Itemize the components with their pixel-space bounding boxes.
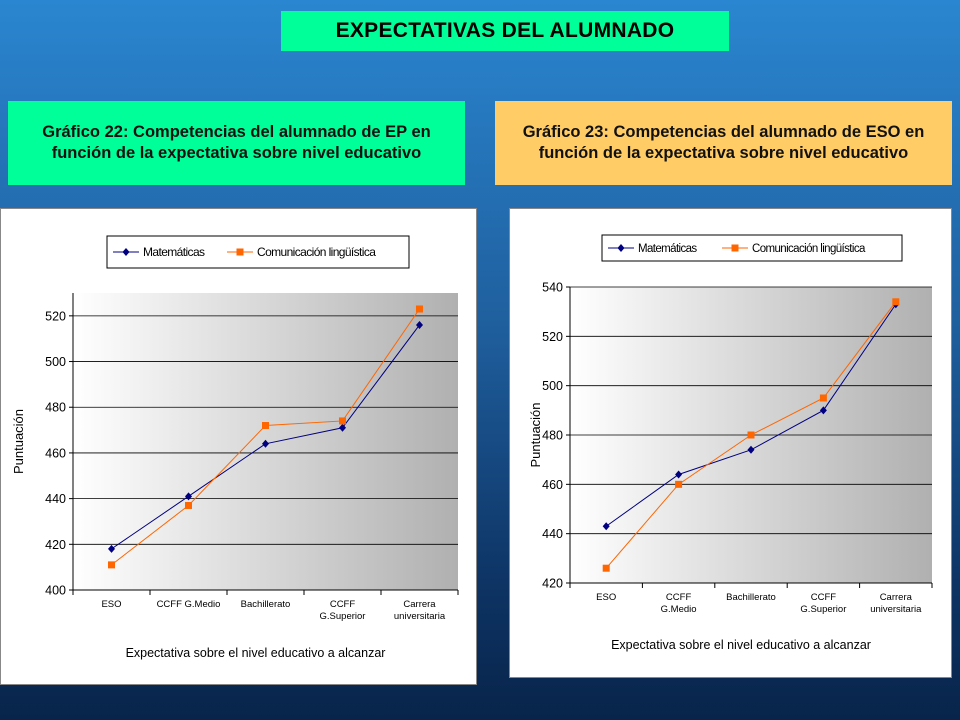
y-tick-label: 500	[542, 379, 563, 393]
x-tick-label-line: CCFF	[811, 592, 837, 603]
x-tick-label-line: universitaria	[394, 611, 446, 622]
page-title: EXPECTATIVAS DEL ALUMNADO	[281, 11, 729, 51]
point-matematicas	[339, 423, 346, 432]
x-tick-label-line: Carrera	[880, 592, 913, 603]
x-tick-label: Bachillerato	[726, 592, 776, 603]
point-matematicas	[675, 470, 683, 479]
legend	[106, 235, 410, 269]
x-tick-label-line: CCFF	[330, 599, 356, 610]
legend-marker	[731, 244, 739, 252]
y-tick-label: 500	[45, 355, 66, 369]
x-tick-label: CCFF G.Superior	[800, 592, 846, 615]
point-comunicacion	[747, 431, 755, 439]
chart-22: 400 420 440 460 480 500 520 ESO CCFF G.Medio Bach…	[11, 235, 459, 660]
x-axis-title: Expectativa sobre el nivel educativo a a…	[126, 646, 386, 660]
x-tick-label-line: ESO	[596, 592, 616, 603]
legend-marker	[122, 248, 130, 256]
chart-22-panel: 400 420 440 460 480 500 520 ESO CCFF G.Medio Bach…	[0, 208, 477, 685]
x-tick-label-line: CCFF G.Medio	[157, 599, 221, 610]
point-comunicacion	[185, 501, 192, 509]
point-matematicas	[747, 445, 755, 454]
y-tick-label: 460	[542, 478, 563, 492]
y-tick-label: 420	[45, 538, 66, 552]
point-matematicas	[262, 439, 269, 448]
legend-marker	[236, 248, 244, 256]
point-matematicas	[819, 406, 827, 415]
x-tick-label: CCFF G.Medio	[157, 599, 221, 610]
x-tick-label: ESO	[596, 592, 616, 603]
x-tick-label-line: Carrera	[403, 599, 436, 610]
chart-22-caption: Gráfico 22: Competencias del alumnado de…	[8, 101, 465, 185]
x-tick-label: Carrera universitaria	[394, 599, 446, 622]
x-tick-label-line: G.Superior	[800, 604, 846, 615]
point-comunicacion	[675, 480, 683, 488]
x-tick-label: ESO	[101, 599, 121, 610]
point-comunicacion	[892, 298, 900, 306]
x-tick-label-line: G.Superior	[320, 611, 366, 622]
legend-marker	[617, 244, 625, 252]
legend-label: Matemáticas	[638, 243, 697, 255]
x-tick-label-line: Bachillerato	[241, 599, 291, 610]
point-matematicas	[108, 544, 115, 553]
point-comunicacion	[602, 564, 610, 572]
y-tick-label: 420	[542, 577, 563, 591]
x-tick-label: Carrera universitaria	[870, 592, 922, 615]
x-tick-label: CCFF G.Superior	[320, 599, 366, 622]
y-tick-label: 520	[45, 309, 66, 323]
x-tick-label: CCFF G.Medio	[661, 592, 697, 615]
point-matematicas	[185, 492, 192, 501]
y-axis-title: Puntuación	[11, 409, 26, 474]
point-comunicacion	[819, 394, 827, 402]
x-tick-label-line: ESO	[101, 599, 121, 610]
point-comunicacion	[339, 417, 346, 425]
x-tick-label-line: CCFF	[666, 592, 692, 603]
y-tick-label: 440	[542, 527, 563, 541]
x-tick-label-line: universitaria	[870, 604, 922, 615]
y-axis-title: Puntuación	[528, 402, 543, 467]
legend	[601, 234, 903, 262]
y-tick-label: 440	[45, 492, 66, 506]
legend-label: Comunicación lingüística	[257, 245, 376, 259]
chart-23-caption: Gráfico 23: Competencias del alumnado de…	[495, 101, 952, 185]
x-axis-title: Expectativa sobre el nivel educativo a a…	[611, 638, 871, 652]
y-tick-label: 460	[45, 446, 66, 460]
y-tick-label: 480	[45, 401, 66, 415]
x-tick-label: Bachillerato	[241, 599, 291, 610]
point-comunicacion	[108, 561, 115, 569]
point-matematicas	[416, 320, 423, 329]
point-comunicacion	[416, 305, 423, 313]
x-tick-label-line: Bachillerato	[726, 592, 776, 603]
legend-label: Matemáticas	[143, 245, 205, 259]
legend-label: Comunicación lingüística	[752, 243, 866, 255]
chart-23-panel: 420 440 460 480 500 520 540 ESO CCFF G.Medio Bachi…	[509, 208, 952, 678]
y-tick-label: 520	[542, 330, 563, 344]
point-comunicacion	[262, 422, 269, 430]
x-tick-label-line: G.Medio	[661, 604, 697, 615]
point-matematicas	[602, 522, 610, 531]
y-tick-label: 540	[542, 281, 563, 295]
y-tick-label: 400	[45, 584, 66, 598]
y-tick-label: 480	[542, 429, 563, 443]
